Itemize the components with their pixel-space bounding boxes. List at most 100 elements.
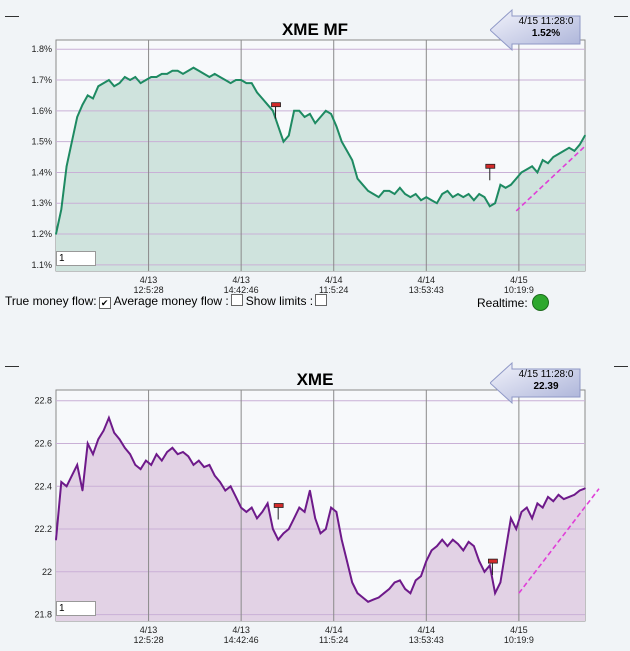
series-area [56, 67, 585, 271]
data-point [139, 468, 142, 470]
data-point [198, 459, 200, 462]
data-point [224, 79, 227, 81]
data-point [277, 125, 279, 128]
data-point [563, 498, 565, 500]
collapse-dash-top-right[interactable]: — [614, 7, 628, 23]
mf-period-input[interactable]: 1 [56, 251, 96, 266]
data-point [139, 82, 142, 84]
data-point [552, 156, 555, 158]
y-tick-label: 22.6 [34, 438, 52, 448]
left-arrow-icon [490, 361, 581, 405]
realtime-status-icon[interactable] [531, 294, 549, 311]
data-point [118, 438, 121, 440]
data-point [97, 85, 100, 87]
collapse-dash-bottom-right[interactable]: — [614, 357, 628, 373]
x-tick-label-date: 4/14 [418, 275, 436, 285]
data-point [71, 140, 73, 143]
data-point [213, 474, 216, 477]
data-point [129, 79, 131, 81]
data-point [309, 113, 311, 115]
data-point [409, 592, 412, 594]
data-point [266, 103, 269, 106]
mf-value-badge: 4/15 11:28:0 1.52% [490, 8, 582, 52]
data-point [287, 134, 290, 137]
true-money-flow-label: True money flow: [5, 294, 97, 308]
data-point [298, 110, 301, 112]
data-point [346, 560, 348, 562]
x-tick-label-time: 12:5:28 [134, 635, 164, 645]
collapse-dash-bottom[interactable]: — [5, 357, 19, 373]
data-point [250, 506, 253, 509]
data-point [166, 451, 168, 453]
mf-chart: 1.1%1.2%1.3%1.4%1.5%1.6%1.7%1.8%4/1312:5… [31, 39, 586, 295]
data-point [293, 517, 295, 520]
show-limits-label: Show limits : [245, 294, 314, 308]
data-point [155, 76, 158, 78]
data-point [203, 466, 205, 468]
data-point [536, 171, 539, 174]
price-badge-time: 4/15 11:28:0 [518, 369, 574, 380]
average-money-flow-checkbox[interactable] [230, 294, 243, 306]
data-point [446, 190, 449, 192]
data-point [102, 82, 105, 84]
data-point [467, 541, 470, 543]
data-point [488, 564, 491, 567]
data-point [272, 110, 274, 112]
data-point [351, 159, 354, 161]
show-limits-checkbox[interactable] [315, 294, 328, 306]
price-badge-value: 22.39 [533, 381, 559, 392]
data-point [494, 592, 496, 594]
collapse-dash-top[interactable]: — [5, 7, 19, 23]
data-point [293, 110, 295, 112]
data-point [578, 489, 581, 492]
data-point [504, 187, 507, 189]
data-point [457, 193, 459, 195]
data-point [161, 73, 163, 75]
data-point [81, 103, 84, 106]
data-point [473, 545, 475, 547]
data-point [584, 134, 586, 137]
data-point [71, 474, 73, 477]
data-point [261, 97, 264, 100]
data-point [526, 506, 528, 509]
data-point [282, 532, 285, 535]
data-point [451, 196, 454, 198]
data-point [510, 517, 512, 520]
y-tick-label: 1.3% [31, 198, 52, 208]
data-point [356, 177, 359, 180]
x-tick-label-time: 13:53:43 [409, 285, 444, 295]
data-point [584, 487, 586, 490]
data-point [192, 464, 195, 466]
data-point [478, 560, 481, 562]
data-point [563, 150, 565, 152]
data-point [510, 183, 512, 186]
data-point [393, 193, 396, 195]
data-point [55, 538, 57, 541]
data-point [118, 82, 121, 84]
true-money-flow-checkbox[interactable]: ✔ [98, 297, 111, 309]
chart-title-price: XME [296, 370, 334, 389]
data-point [367, 600, 369, 603]
limit-marker [271, 102, 281, 108]
data-point [182, 451, 184, 453]
data-point [240, 79, 242, 81]
x-tick-label-time: 14:42:46 [224, 635, 259, 645]
data-point [388, 190, 391, 192]
data-point [92, 453, 94, 455]
data-point [340, 538, 343, 541]
data-point [76, 116, 78, 118]
price-period-input[interactable]: 1 [56, 601, 96, 616]
data-point [319, 532, 322, 535]
data-point [451, 538, 454, 541]
data-point [330, 506, 332, 509]
trend-line [518, 488, 600, 594]
data-point [171, 70, 174, 72]
data-point [229, 82, 232, 84]
data-point [473, 199, 475, 201]
data-point [414, 579, 417, 582]
limit-marker [488, 558, 498, 564]
controls-row: True money flow: ✔ Average money flow : Sho… [5, 294, 625, 311]
data-point [541, 506, 544, 509]
data-point [393, 581, 396, 584]
